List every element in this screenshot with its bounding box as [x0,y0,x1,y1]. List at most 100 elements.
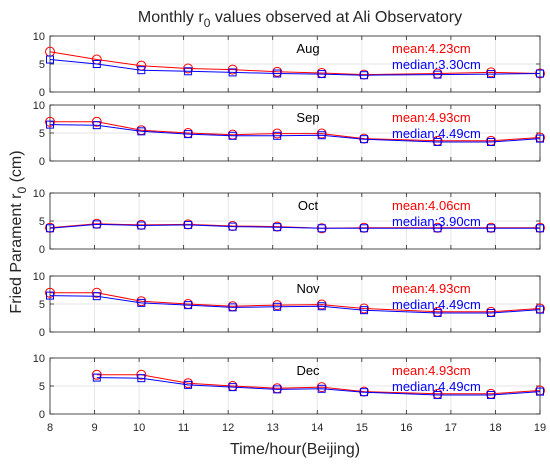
series-line [96,377,541,396]
data-point [360,306,369,315]
data-point [433,308,442,317]
data-point [228,131,237,140]
y-tick-label: 0 [39,327,45,339]
data-point [487,70,495,79]
series-line [49,295,541,314]
data-point [136,296,147,307]
mean-label: mean:4.93cm [392,110,471,125]
month-label: Sep [296,110,319,125]
data-point [316,382,327,393]
data-point [273,302,282,311]
series-line [50,121,541,142]
data-point [228,222,237,231]
data-point [317,384,326,393]
data-point [273,131,282,140]
x-tick-label: 9 [91,422,97,434]
y-tick-label: 10 [33,353,45,365]
data-point [92,60,101,68]
data-point [487,137,495,146]
y-tick-label: 0 [39,87,45,99]
y-axis-label: Fried Parament r0 (cm) [8,150,29,313]
y-tick-label: 10 [33,188,45,200]
data-point [316,299,327,310]
median-label: median:3.90cm [392,214,481,229]
data-point [433,224,442,233]
data-point [136,369,147,380]
series-line [49,51,541,76]
median-label: median:4.49cm [392,379,481,394]
y-tick-label: 10 [33,271,45,283]
month-label: Nov [296,281,320,296]
data-point [137,298,146,307]
x-tick-label: 14 [311,422,323,434]
data-point [433,70,442,79]
x-tick-label: 13 [267,422,279,434]
data-point [273,385,282,394]
data-point [316,128,327,139]
x-tick-label: 19 [534,422,546,434]
mean-label: mean:4.93cm [392,363,471,378]
median-label: median:3.30cm [392,57,481,72]
data-point [137,127,146,136]
data-point [45,287,55,298]
y-tick-label: 5 [39,381,45,393]
y-tick-label: 0 [39,409,45,421]
data-point [360,388,369,397]
data-point [487,308,495,317]
data-point [272,128,283,139]
data-point [227,64,238,75]
data-point [92,292,101,301]
data-point [272,300,283,311]
data-point [137,66,146,75]
data-point [486,67,496,78]
data-point [228,303,237,312]
x-tick-label: 15 [356,422,368,434]
data-point [91,116,102,127]
data-point [91,369,102,380]
y-tick-label: 0 [39,244,45,256]
data-point [487,390,495,399]
y-tick-label: 10 [33,100,45,112]
median-label: median:4.49cm [392,126,481,141]
mean-label: mean:4.93cm [392,281,471,296]
month-label: Dec [296,363,320,378]
data-point [536,69,544,78]
data-point [536,305,544,314]
data-point [92,121,101,130]
x-axis-label: Time/hour(Beijing) [230,441,360,458]
x-tick-label: 11 [178,422,189,434]
series-line [49,59,541,76]
data-point [273,69,282,78]
y-tick-label: 5 [39,59,45,71]
data-point [92,373,101,382]
x-tick-label: 16 [400,422,412,434]
data-point [273,223,282,232]
data-point [184,130,193,139]
data-point [46,224,54,233]
series-line [96,374,541,395]
data-point [536,387,544,396]
x-tick-label: 18 [489,422,501,434]
data-point [487,224,495,233]
data-point [137,374,146,383]
data-point [184,301,193,310]
data-point [137,221,146,230]
data-point [317,302,326,311]
data-point [92,220,101,229]
month-label: Aug [296,41,319,56]
data-point [359,303,370,314]
data-point [45,116,55,127]
x-tick-label: 17 [445,422,457,434]
x-tick-label: 10 [133,422,145,434]
data-point [272,66,283,77]
y-tick-label: 5 [39,128,45,140]
data-point [360,224,369,233]
chart-title: Monthly r0 values observed at Ali Observ… [138,9,462,30]
data-point [433,390,442,399]
